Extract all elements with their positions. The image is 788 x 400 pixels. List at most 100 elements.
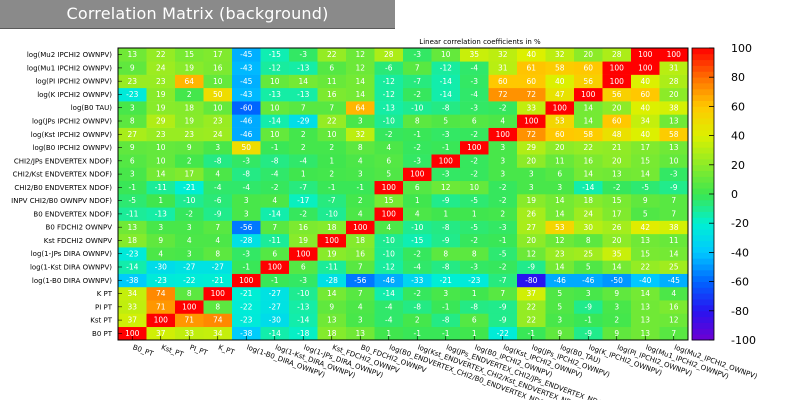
heatmap-cell <box>118 180 147 195</box>
cell-value-label: 56 <box>583 77 593 86</box>
cell-value-label: -80 <box>525 276 537 285</box>
heatmap-cell <box>517 74 546 89</box>
heatmap-cell <box>118 48 147 62</box>
heatmap-cell <box>574 326 603 341</box>
cell-value-label: -7 <box>300 183 308 192</box>
cell-value-label: 100 <box>211 289 226 298</box>
cell-value-label: 16 <box>355 249 365 258</box>
cell-value-label: 1 <box>472 289 477 298</box>
heatmap-cell <box>488 233 518 248</box>
cell-value-label: -2 <box>300 210 308 219</box>
cell-value-label: 53 <box>555 117 565 126</box>
heatmap-cell <box>631 140 660 155</box>
cell-value-label: 28 <box>384 50 394 59</box>
heatmap-cell <box>403 300 432 314</box>
colorbar-segment <box>692 269 714 277</box>
heatmap-cell <box>118 220 147 235</box>
cell-value-label: 10 <box>270 130 280 139</box>
heatmap-cell <box>460 167 489 182</box>
cell-value-label: 2 <box>329 143 334 152</box>
cell-value-label: 8 <box>358 143 363 152</box>
cell-value-label: 5 <box>586 263 591 272</box>
cell-value-label: 100 <box>553 103 568 112</box>
cell-value-label: 8 <box>415 117 420 126</box>
heatmap-cell <box>460 220 489 235</box>
cell-value-label: 20 <box>612 103 622 112</box>
heatmap-cell <box>602 140 632 155</box>
heatmap-cells: 100 37 33 34 -38 -14 -18 18 13 1 -1 -1 1 -22 -1 9 -9 9 13 7… <box>118 48 689 341</box>
cell-value-label: 4 <box>415 210 420 219</box>
colorbar-segment <box>692 234 714 242</box>
cell-value-label: 22 <box>327 117 337 126</box>
heatmap-cell <box>403 220 432 235</box>
cell-value-label: 14 <box>298 77 308 86</box>
cell-value-label: -1 <box>499 236 507 245</box>
heatmap-cell <box>403 154 432 168</box>
heatmap-cell <box>232 61 261 75</box>
heatmap-cell <box>260 247 290 261</box>
heatmap-cell <box>175 140 204 155</box>
cell-value-label: 100 <box>667 50 682 59</box>
colorbar-segment <box>692 205 714 212</box>
heatmap-cell <box>146 194 176 208</box>
cell-value-label: -3 <box>300 50 308 59</box>
heatmap-cell <box>317 180 347 195</box>
heatmap-cell <box>545 194 575 208</box>
x-tick-label: PI_PT <box>189 343 210 357</box>
heatmap-cell <box>175 127 204 142</box>
heatmap-cell <box>631 167 660 182</box>
heatmap-cell <box>631 220 660 235</box>
heatmap-cell <box>631 180 660 195</box>
heatmap-cell <box>232 74 261 89</box>
cell-value-label: 28 <box>669 77 679 86</box>
heatmap-cell <box>517 326 546 341</box>
cell-value-label: 48 <box>612 130 622 139</box>
cell-value-label: 20 <box>526 156 536 165</box>
cell-value-label: 37 <box>127 316 137 325</box>
heatmap-cell <box>260 300 290 314</box>
cell-value-label: -1 <box>414 329 422 338</box>
heatmap-cell <box>317 326 347 341</box>
cell-value-label: 13 <box>327 316 337 325</box>
colorbar-segment <box>692 328 714 335</box>
heatmap-cell <box>346 101 375 115</box>
heatmap-cell <box>203 127 233 142</box>
colorbar-segment <box>692 217 714 224</box>
cell-value-label: 2 <box>415 316 420 325</box>
heatmap-cell <box>517 180 546 195</box>
cell-value-label: -9 <box>585 329 593 338</box>
heatmap-cell <box>118 326 147 341</box>
cell-value-label: -8 <box>442 316 450 325</box>
heatmap-cell <box>460 140 489 155</box>
heatmap-cell <box>260 114 290 128</box>
cell-value-label: 100 <box>581 90 596 99</box>
heatmap-cell <box>659 114 689 128</box>
colorbar-segment <box>692 65 714 72</box>
heatmap-cell <box>374 87 404 102</box>
cell-value-label: 15 <box>384 196 394 205</box>
cell-value-label: -18 <box>297 329 309 338</box>
cell-value-label: -5 <box>129 196 137 205</box>
cell-value-label: 15 <box>640 249 650 258</box>
heatmap-cell <box>289 273 318 288</box>
cell-value-label: 20 <box>583 50 593 59</box>
cell-value-label: -2 <box>499 196 507 205</box>
heatmap-cell <box>517 140 546 155</box>
heatmap-cell <box>118 167 147 182</box>
heatmap-cell <box>631 273 660 288</box>
heatmap-cell <box>431 326 461 341</box>
heatmap-cell <box>460 114 489 128</box>
cell-value-label: 13 <box>640 302 650 311</box>
colorbar-segment <box>692 112 714 119</box>
heatmap-cell <box>631 114 660 128</box>
heatmap-cell <box>232 194 261 208</box>
heatmap-cell <box>488 167 518 182</box>
heatmap-cell <box>232 313 261 328</box>
heatmap-cell <box>631 194 660 208</box>
heatmap-cell <box>431 220 461 235</box>
heatmap-cell <box>146 61 176 75</box>
heatmap-cell <box>289 207 318 221</box>
heatmap-cell <box>289 286 318 301</box>
heatmap-cell <box>289 247 318 261</box>
cell-value-label: -2 <box>385 130 393 139</box>
